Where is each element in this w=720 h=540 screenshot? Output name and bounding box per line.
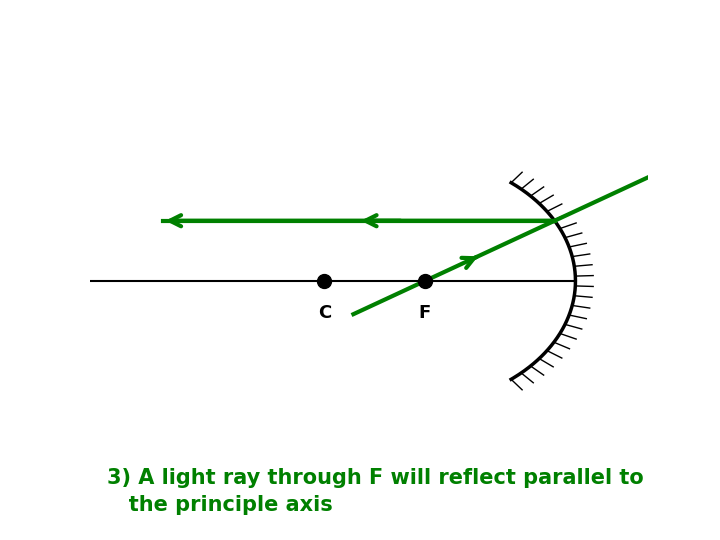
Point: [318, 276, 330, 285]
Text: C: C: [318, 304, 331, 322]
Text: F: F: [418, 304, 431, 322]
Point: [419, 276, 431, 285]
Text: 3) A light ray through F will reflect parallel to
   the principle axis: 3) A light ray through F will reflect pa…: [107, 468, 644, 515]
